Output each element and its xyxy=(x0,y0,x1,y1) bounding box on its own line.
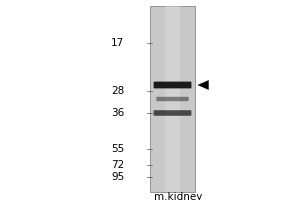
Bar xyxy=(150,6,195,192)
FancyBboxPatch shape xyxy=(154,110,191,116)
Text: 55: 55 xyxy=(111,144,124,154)
Text: 95: 95 xyxy=(111,172,124,182)
Text: 28: 28 xyxy=(111,86,124,96)
FancyBboxPatch shape xyxy=(156,97,189,101)
Text: m.kidney: m.kidney xyxy=(154,192,203,200)
Text: 72: 72 xyxy=(111,160,124,170)
Bar xyxy=(165,6,180,192)
Text: 36: 36 xyxy=(111,108,124,118)
FancyBboxPatch shape xyxy=(154,82,191,88)
Text: 17: 17 xyxy=(111,38,124,48)
Polygon shape xyxy=(198,80,208,90)
